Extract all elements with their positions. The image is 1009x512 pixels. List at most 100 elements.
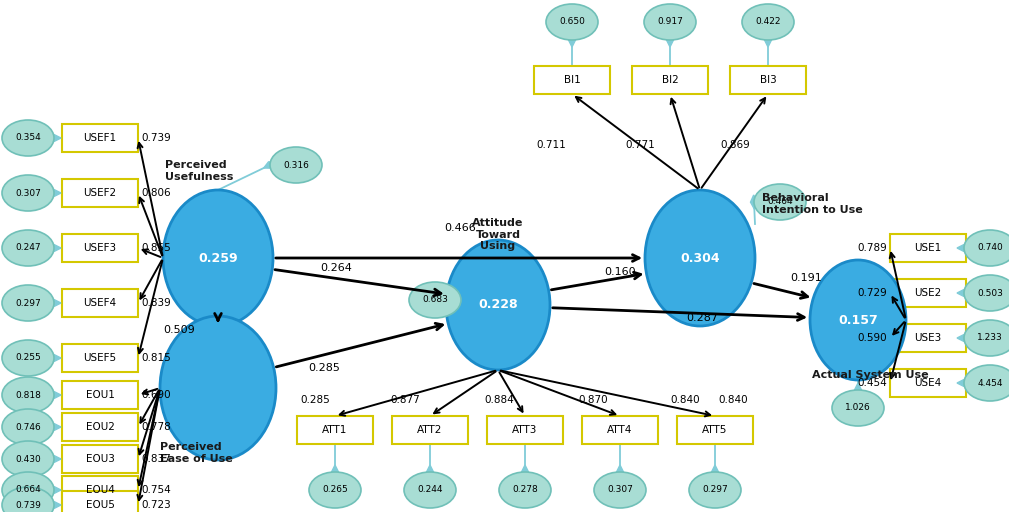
Polygon shape bbox=[855, 383, 862, 397]
Polygon shape bbox=[47, 354, 61, 361]
Text: Behavioral
Intention to Use: Behavioral Intention to Use bbox=[762, 193, 863, 215]
Text: 0.746: 0.746 bbox=[15, 422, 41, 432]
Text: 0.884: 0.884 bbox=[484, 395, 514, 405]
Ellipse shape bbox=[2, 409, 54, 445]
Text: USE2: USE2 bbox=[914, 288, 941, 298]
Text: 4.454: 4.454 bbox=[978, 378, 1003, 388]
FancyBboxPatch shape bbox=[890, 324, 966, 352]
Polygon shape bbox=[332, 465, 338, 479]
Text: 0.228: 0.228 bbox=[478, 298, 518, 311]
Text: EOU4: EOU4 bbox=[86, 485, 114, 495]
Polygon shape bbox=[711, 465, 718, 479]
Text: 0.739: 0.739 bbox=[15, 501, 41, 509]
Text: USE1: USE1 bbox=[914, 243, 941, 253]
Polygon shape bbox=[47, 189, 61, 197]
Text: 0.464: 0.464 bbox=[767, 198, 793, 206]
Text: 0.683: 0.683 bbox=[422, 295, 448, 305]
Text: USE4: USE4 bbox=[914, 378, 941, 388]
Text: 0.840: 0.840 bbox=[670, 395, 700, 405]
Text: 0.307: 0.307 bbox=[607, 485, 633, 495]
Text: 0.839: 0.839 bbox=[141, 298, 171, 308]
Ellipse shape bbox=[754, 184, 806, 220]
Text: 0.740: 0.740 bbox=[977, 244, 1003, 252]
Text: 0.837: 0.837 bbox=[141, 454, 171, 464]
Polygon shape bbox=[47, 486, 61, 494]
Ellipse shape bbox=[2, 175, 54, 211]
Text: 0.160: 0.160 bbox=[604, 267, 636, 277]
Polygon shape bbox=[47, 300, 61, 307]
FancyBboxPatch shape bbox=[890, 279, 966, 307]
Polygon shape bbox=[47, 392, 61, 398]
Text: 1.233: 1.233 bbox=[977, 333, 1003, 343]
Text: 0.778: 0.778 bbox=[141, 422, 171, 432]
Text: BI1: BI1 bbox=[564, 75, 580, 85]
Text: USEF2: USEF2 bbox=[84, 188, 117, 198]
Ellipse shape bbox=[964, 320, 1009, 356]
Ellipse shape bbox=[2, 377, 54, 413]
FancyBboxPatch shape bbox=[297, 416, 373, 444]
Text: 0.287: 0.287 bbox=[686, 313, 718, 323]
Text: 0.503: 0.503 bbox=[977, 288, 1003, 297]
FancyBboxPatch shape bbox=[393, 416, 468, 444]
Text: EOU5: EOU5 bbox=[86, 500, 114, 510]
FancyBboxPatch shape bbox=[582, 416, 658, 444]
Ellipse shape bbox=[2, 230, 54, 266]
Text: Perceived
Ease of Use: Perceived Ease of Use bbox=[160, 442, 233, 463]
Ellipse shape bbox=[645, 190, 755, 326]
Text: ATT5: ATT5 bbox=[702, 425, 727, 435]
Polygon shape bbox=[47, 423, 61, 431]
Text: 0.255: 0.255 bbox=[15, 353, 41, 362]
Text: 1.026: 1.026 bbox=[846, 403, 871, 413]
FancyBboxPatch shape bbox=[62, 491, 138, 512]
Polygon shape bbox=[957, 289, 971, 296]
Ellipse shape bbox=[964, 230, 1009, 266]
Ellipse shape bbox=[499, 472, 551, 508]
Ellipse shape bbox=[404, 472, 456, 508]
Text: 0.422: 0.422 bbox=[756, 17, 781, 27]
Text: EOU1: EOU1 bbox=[86, 390, 114, 400]
Text: 0.304: 0.304 bbox=[680, 251, 719, 265]
Text: USEF1: USEF1 bbox=[84, 133, 117, 143]
Ellipse shape bbox=[832, 390, 884, 426]
Ellipse shape bbox=[309, 472, 361, 508]
FancyBboxPatch shape bbox=[677, 416, 753, 444]
Text: 0.690: 0.690 bbox=[141, 390, 171, 400]
Polygon shape bbox=[765, 33, 772, 47]
Text: 0.818: 0.818 bbox=[15, 391, 41, 399]
Text: ATT1: ATT1 bbox=[322, 425, 348, 435]
Text: 0.917: 0.917 bbox=[657, 17, 683, 27]
Text: 0.754: 0.754 bbox=[141, 485, 171, 495]
Polygon shape bbox=[47, 135, 61, 141]
Text: 0.590: 0.590 bbox=[858, 333, 887, 343]
Text: 0.723: 0.723 bbox=[141, 500, 171, 510]
Text: 0.454: 0.454 bbox=[858, 378, 887, 388]
Text: 0.806: 0.806 bbox=[141, 188, 171, 198]
Ellipse shape bbox=[2, 472, 54, 508]
Text: Attitude
Toward
Using: Attitude Toward Using bbox=[472, 218, 524, 251]
Text: BI3: BI3 bbox=[760, 75, 776, 85]
Polygon shape bbox=[751, 195, 758, 209]
Text: BI2: BI2 bbox=[662, 75, 678, 85]
Polygon shape bbox=[957, 334, 971, 342]
Text: 0.285: 0.285 bbox=[308, 363, 340, 373]
Text: 0.307: 0.307 bbox=[15, 188, 41, 198]
Ellipse shape bbox=[810, 260, 906, 380]
Polygon shape bbox=[957, 245, 971, 251]
Polygon shape bbox=[454, 296, 467, 303]
Ellipse shape bbox=[446, 240, 550, 370]
FancyBboxPatch shape bbox=[62, 234, 138, 262]
Ellipse shape bbox=[689, 472, 741, 508]
Ellipse shape bbox=[270, 147, 322, 183]
FancyBboxPatch shape bbox=[890, 234, 966, 262]
Polygon shape bbox=[957, 379, 971, 387]
Ellipse shape bbox=[2, 285, 54, 321]
Text: 0.354: 0.354 bbox=[15, 134, 41, 142]
Ellipse shape bbox=[2, 441, 54, 477]
FancyBboxPatch shape bbox=[62, 124, 138, 152]
Text: ATT2: ATT2 bbox=[418, 425, 443, 435]
FancyBboxPatch shape bbox=[62, 179, 138, 207]
Text: 0.297: 0.297 bbox=[15, 298, 41, 308]
Text: 0.259: 0.259 bbox=[198, 251, 238, 265]
Ellipse shape bbox=[594, 472, 646, 508]
Text: 0.870: 0.870 bbox=[578, 395, 608, 405]
